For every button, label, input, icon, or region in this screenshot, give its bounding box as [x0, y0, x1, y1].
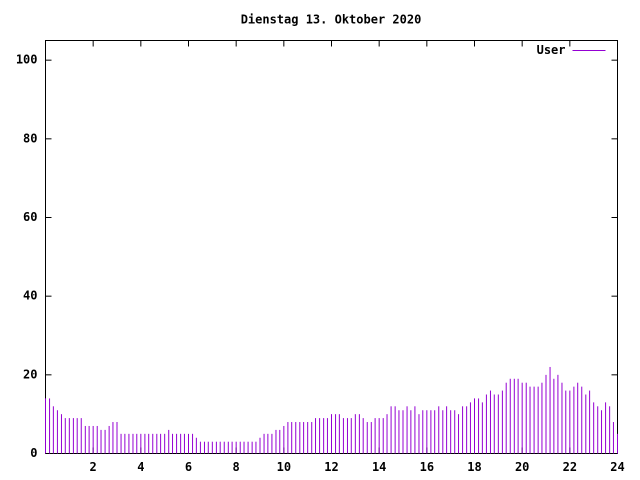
y-tick-label: 40 [23, 289, 37, 303]
y-tick-label: 0 [30, 446, 37, 460]
y-tick-label: 20 [23, 367, 37, 381]
x-tick-label: 2 [90, 460, 97, 474]
x-tick-label: 8 [233, 460, 240, 474]
x-tick-label: 16 [420, 460, 434, 474]
y-tick-label: 80 [23, 131, 37, 145]
x-tick-label: 22 [563, 460, 577, 474]
x-tick-label: 14 [372, 460, 386, 474]
y-tick-label: 60 [23, 210, 37, 224]
x-tick-label: 10 [277, 460, 291, 474]
chart-title: Dienstag 13. Oktober 2020 [241, 13, 422, 27]
x-tick-label: 24 [610, 460, 624, 474]
x-tick-label: 4 [137, 460, 144, 474]
x-tick-label: 18 [467, 460, 481, 474]
plot-frame [45, 40, 618, 454]
legend-label: User [537, 43, 566, 57]
y-tick-label: 100 [16, 53, 38, 67]
x-tick-label: 20 [515, 460, 529, 474]
x-tick-label: 12 [324, 460, 338, 474]
x-tick-label: 6 [185, 460, 192, 474]
